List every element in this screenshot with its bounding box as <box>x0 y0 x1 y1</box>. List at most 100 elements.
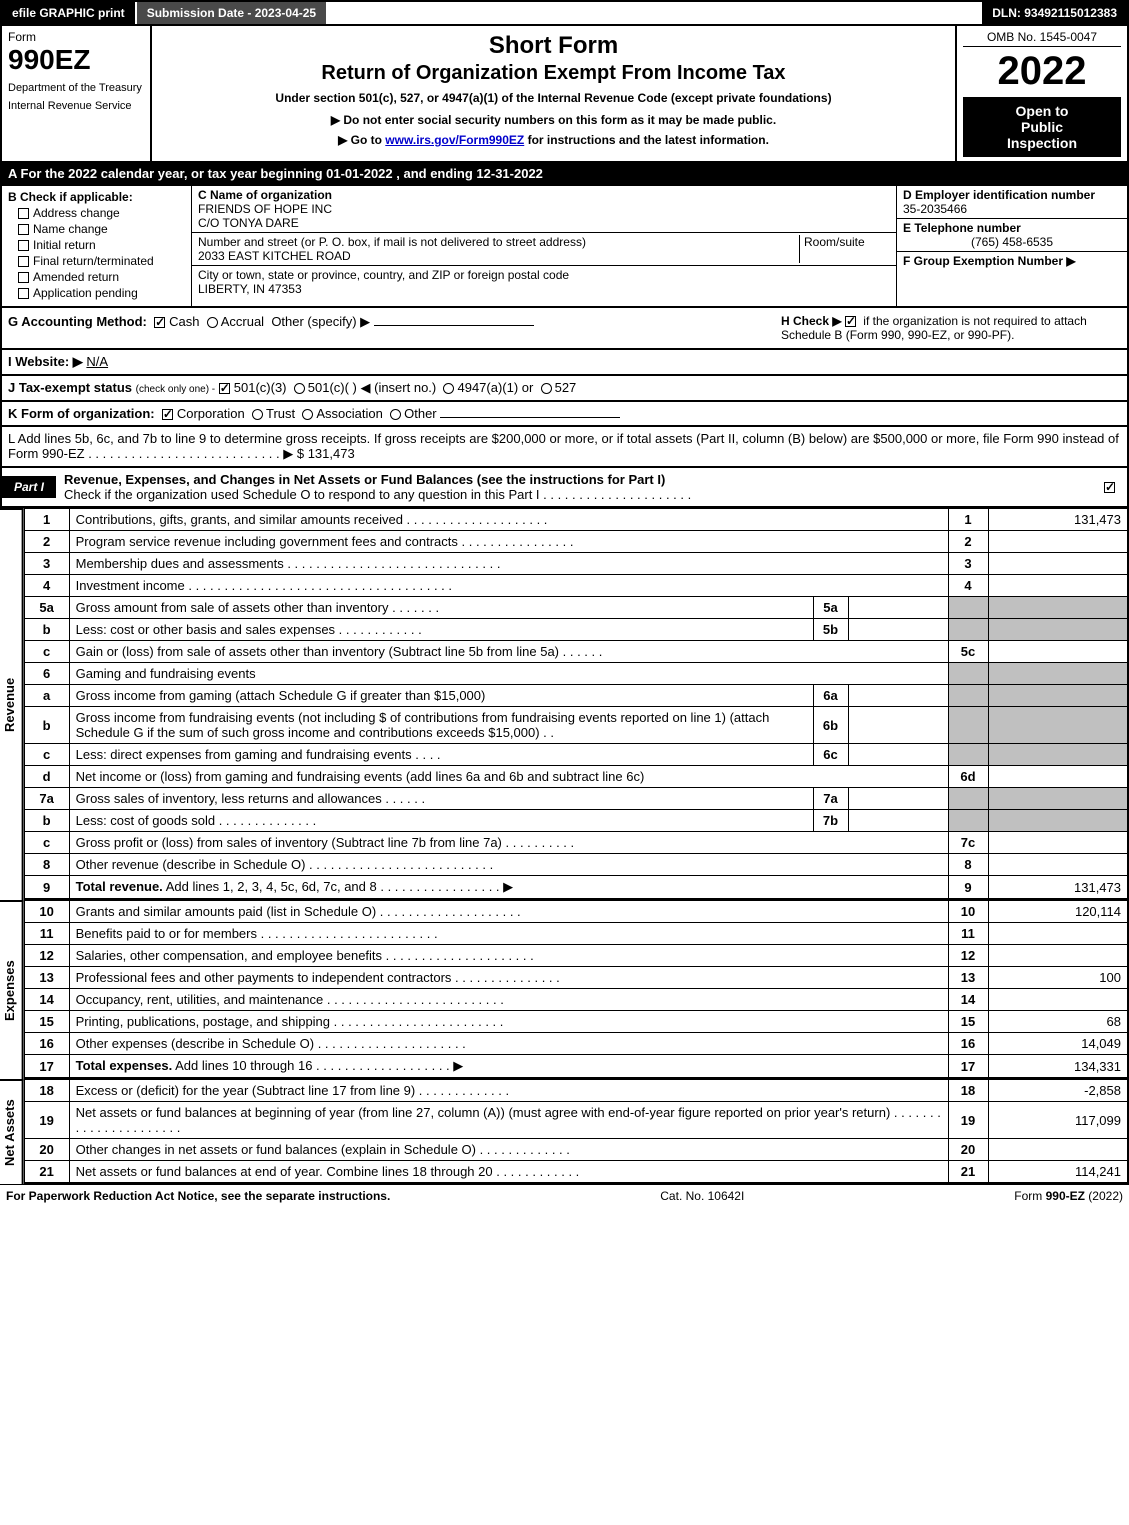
header-left: Form 990EZ Department of the Treasury In… <box>2 26 152 161</box>
check-corporation[interactable] <box>162 409 173 420</box>
sub-line-number: 6a <box>813 685 848 707</box>
amount-value <box>988 923 1128 945</box>
line-desc: Total expenses. Add lines 10 through 16 … <box>69 1055 948 1079</box>
expenses-vlabel: Expenses <box>0 900 24 1079</box>
line-number: 10 <box>24 901 69 923</box>
line-desc: Membership dues and assessments . . . . … <box>69 553 948 575</box>
h-check: H Check ▶ if the organization is not req… <box>781 314 1121 342</box>
line-number: 17 <box>24 1055 69 1079</box>
c-label: C Name of organization <box>198 188 332 202</box>
part-i-check[interactable] <box>1104 480 1127 494</box>
irs-link[interactable]: www.irs.gov/Form990EZ <box>385 133 524 147</box>
d-label: D Employer identification number <box>903 188 1095 202</box>
table-row: bLess: cost of goods sold . . . . . . . … <box>24 810 1128 832</box>
j-label: J Tax-exempt status <box>8 380 132 395</box>
line-desc: Other revenue (describe in Schedule O) .… <box>69 854 948 876</box>
line-number: 3 <box>24 553 69 575</box>
amount-shade <box>988 685 1128 707</box>
insert-no: ◀ (insert no.) <box>361 380 437 395</box>
other-label: Other (specify) ▶ <box>271 314 370 329</box>
line-desc: Net income or (loss) from gaming and fun… <box>69 766 948 788</box>
net-assets-vlabel: Net Assets <box>0 1079 24 1184</box>
check-501c3[interactable] <box>219 383 230 394</box>
line-number: a <box>24 685 69 707</box>
table-row: 10Grants and similar amounts paid (list … <box>24 901 1128 923</box>
c-addr-row: Number and street (or P. O. box, if mail… <box>192 233 896 266</box>
line-desc: Less: cost of goods sold . . . . . . . .… <box>69 810 813 832</box>
table-row: 13Professional fees and other payments t… <box>24 967 1128 989</box>
goto-notice: ▶ Go to www.irs.gov/Form990EZ for instru… <box>162 133 945 147</box>
line-desc: Investment income . . . . . . . . . . . … <box>69 575 948 597</box>
line-number: 12 <box>24 945 69 967</box>
right-line-number: 11 <box>948 923 988 945</box>
table-row: 8Other revenue (describe in Schedule O) … <box>24 854 1128 876</box>
part-i-tag: Part I <box>2 476 56 498</box>
b-lead: B Check if applicable: <box>8 190 185 204</box>
check-amended-return[interactable]: Amended return <box>18 270 185 284</box>
amount-value: 131,473 <box>988 509 1128 531</box>
line-desc: Total revenue. Add lines 1, 2, 3, 4, 5c,… <box>69 876 948 900</box>
table-row: 19Net assets or fund balances at beginni… <box>24 1102 1128 1139</box>
check-final-return[interactable]: Final return/terminated <box>18 254 185 268</box>
right-line-number: 15 <box>948 1011 988 1033</box>
radio-4947[interactable] <box>443 383 454 394</box>
open1: Open to <box>967 103 1117 119</box>
radio-501c[interactable] <box>294 383 305 394</box>
right-line-number: 20 <box>948 1139 988 1161</box>
website-value: N/A <box>86 354 108 369</box>
check-address-change[interactable]: Address change <box>18 206 185 220</box>
check-initial-return[interactable]: Initial return <box>18 238 185 252</box>
line-number: 16 <box>24 1033 69 1055</box>
right-line-number: 8 <box>948 854 988 876</box>
table-row: 12Salaries, other compensation, and empl… <box>24 945 1128 967</box>
right-num-shade <box>948 788 988 810</box>
line-number: b <box>24 619 69 641</box>
efile-print-button[interactable]: efile GRAPHIC print <box>2 2 137 24</box>
check-name-change[interactable]: Name change <box>18 222 185 236</box>
header-mid: Short Form Return of Organization Exempt… <box>152 26 957 161</box>
title-return: Return of Organization Exempt From Incom… <box>162 62 945 85</box>
table-row: 6Gaming and fundraising events <box>24 663 1128 685</box>
line-number: 8 <box>24 854 69 876</box>
table-row: 7aGross sales of inventory, less returns… <box>24 788 1128 810</box>
under-section: Under section 501(c), 527, or 4947(a)(1)… <box>162 91 945 105</box>
opt-other: Other <box>404 406 437 421</box>
dept-irs: Internal Revenue Service <box>8 100 144 112</box>
amount-shade <box>988 663 1128 685</box>
top-bar: efile GRAPHIC print Submission Date - 20… <box>0 0 1129 26</box>
check-schedule-b[interactable] <box>845 316 856 327</box>
g-accounting: G Accounting Method: Cash Accrual Other … <box>8 314 773 342</box>
k-label: K Form of organization: <box>8 406 155 421</box>
l-dots: . . . . . . . . . . . . . . . . . . . . … <box>88 446 308 461</box>
amount-shade <box>988 788 1128 810</box>
table-row: 3Membership dues and assessments . . . .… <box>24 553 1128 575</box>
row-a-tax-year: A For the 2022 calendar year, or tax yea… <box>0 163 1129 186</box>
amount-value <box>988 832 1128 854</box>
radio-accrual[interactable] <box>207 317 218 328</box>
right-line-number: 18 <box>948 1080 988 1102</box>
opt-assoc: Association <box>316 406 382 421</box>
check-application-pending[interactable]: Application pending <box>18 286 185 300</box>
sub-value <box>848 744 948 766</box>
right-line-number: 13 <box>948 967 988 989</box>
i-label: I Website: ▶ <box>8 354 83 369</box>
amount-value: -2,858 <box>988 1080 1128 1102</box>
radio-association[interactable] <box>302 409 313 420</box>
right-line-number: 21 <box>948 1161 988 1184</box>
sub-value <box>848 810 948 832</box>
city-value: LIBERTY, IN 47353 <box>198 282 302 296</box>
radio-other-org[interactable] <box>390 409 401 420</box>
line-j-tax-exempt: J Tax-exempt status (check only one) - 5… <box>0 376 1129 402</box>
amount-value <box>988 854 1128 876</box>
table-row: 16Other expenses (describe in Schedule O… <box>24 1033 1128 1055</box>
amount-value: 117,099 <box>988 1102 1128 1139</box>
goto-pre: ▶ Go to <box>338 133 385 147</box>
line-number: 2 <box>24 531 69 553</box>
care-of: C/O TONYA DARE <box>198 216 299 230</box>
radio-527[interactable] <box>541 383 552 394</box>
radio-trust[interactable] <box>252 409 263 420</box>
right-num-shade <box>948 810 988 832</box>
check-cash[interactable] <box>154 317 165 328</box>
line-number: 14 <box>24 989 69 1011</box>
line-number: c <box>24 744 69 766</box>
